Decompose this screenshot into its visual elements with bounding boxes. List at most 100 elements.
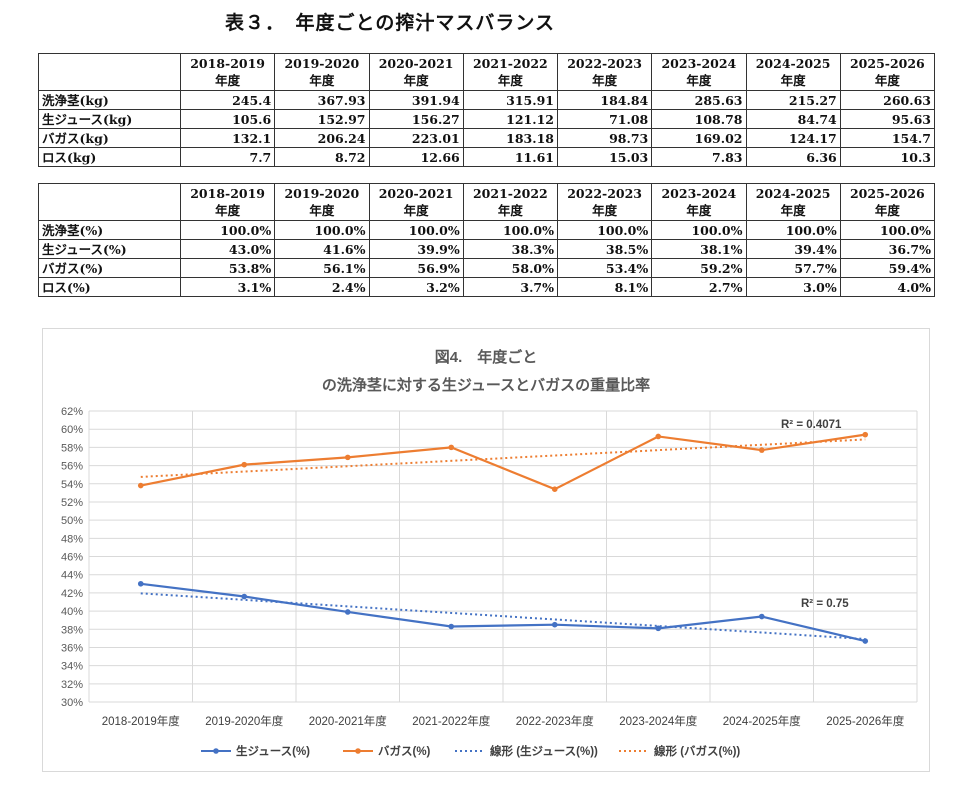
chart-title-line: 図4. 年度ごと xyxy=(435,348,538,366)
year-header: 2018-2019 年度 xyxy=(179,183,276,221)
year-header: 2024-2025 年度 xyxy=(745,183,841,221)
x-tick-label: 2018-2019年度 xyxy=(102,714,180,728)
value-cell: 124.17 xyxy=(745,128,841,148)
value-cell: 59.2% xyxy=(651,258,747,278)
y-tick-label: 42% xyxy=(61,588,83,600)
value-cell: 8.72 xyxy=(274,147,370,167)
y-tick-label: 56% xyxy=(61,461,83,473)
year-range: 2018-2019 xyxy=(190,56,266,71)
value-cell: 206.24 xyxy=(274,128,370,148)
year-range: 2020-2021 xyxy=(378,56,454,71)
table-row: バガス(kg) 132.1 206.24 223.01 183.18 98.73 169.0… xyxy=(38,128,936,148)
data-point xyxy=(758,447,765,453)
year-header: 2024-2025 年度 xyxy=(745,53,841,91)
year-suffix: 年度 xyxy=(309,203,335,218)
series-line-juice xyxy=(140,582,866,643)
year-range: 2024-2025 xyxy=(755,56,831,71)
value-cell: 38.3% xyxy=(462,239,559,259)
value-cell: 58.0% xyxy=(462,258,559,278)
y-tick-label: 54% xyxy=(61,479,83,491)
year-range: 2021-2022 xyxy=(472,186,548,201)
legend-label: バガス(%) xyxy=(378,744,431,758)
value-cell: 43.0% xyxy=(179,239,276,259)
year-suffix: 年度 xyxy=(686,73,712,88)
table-row: 洗浄茎(%) 100.0% 100.0% 100.0% 100.0% 100.0% 100.… xyxy=(38,220,936,240)
value-cell: 215.27 xyxy=(745,90,841,110)
year-suffix: 年度 xyxy=(497,203,523,218)
year-suffix: 年度 xyxy=(497,73,523,88)
year-suffix: 年度 xyxy=(592,73,618,88)
r-squared-label: R² = 0.75 xyxy=(801,598,849,610)
data-point xyxy=(137,482,144,489)
table-row: ロス(%) 3.1% 2.4% 3.2% 3.7% 8.1% 2.7% 3.0% 4.0% xyxy=(38,277,936,297)
y-tick-label: 44% xyxy=(61,570,83,582)
year-header: 2025-2026 年度 xyxy=(839,53,936,91)
year-range: 2019-2020 xyxy=(284,56,360,71)
row-label: 生ジュース(%) xyxy=(38,239,181,259)
year-suffix: 年度 xyxy=(780,73,806,88)
data-point xyxy=(344,454,351,461)
row-label: バガス(kg) xyxy=(38,128,181,148)
value-cell: 15.03 xyxy=(556,147,653,167)
table-row: 生ジュース(%) 43.0% 41.6% 39.9% 38.3% 38.5% 38.1% 39… xyxy=(38,239,936,259)
value-cell: 183.18 xyxy=(462,128,559,148)
value-cell: 3.2% xyxy=(368,277,464,297)
year-header: 2019-2020 年度 xyxy=(274,53,370,91)
value-cell: 100.0% xyxy=(839,220,936,240)
data-point xyxy=(551,621,558,628)
year-range: 2025-2026 xyxy=(849,56,925,71)
trendline-juice xyxy=(140,592,866,641)
value-cell: 100.0% xyxy=(651,220,747,240)
value-cell: 56.9% xyxy=(368,258,464,278)
year-range: 2022-2023 xyxy=(567,186,643,201)
year-header: 2022-2023 年度 xyxy=(556,183,653,221)
value-cell: 57.7% xyxy=(745,258,841,278)
y-tick-label: 50% xyxy=(61,515,83,527)
value-cell: 391.94 xyxy=(368,90,464,110)
value-cell: 315.91 xyxy=(462,90,559,110)
value-cell: 38.1% xyxy=(651,239,747,259)
y-tick-label: 32% xyxy=(61,679,83,691)
year-suffix: 年度 xyxy=(215,73,241,88)
row-label: ロス(%) xyxy=(38,277,181,297)
value-cell: 39.9% xyxy=(368,239,464,259)
value-cell: 3.1% xyxy=(179,277,276,297)
x-tick-label: 2022-2023年度 xyxy=(516,714,594,728)
legend-label: 生ジュース(%) xyxy=(236,744,310,758)
value-cell: 100.0% xyxy=(745,220,841,240)
value-cell: 8.1% xyxy=(556,277,653,297)
year-header: 2021-2022 年度 xyxy=(462,183,559,221)
table-row: バガス(%) 53.8% 56.1% 56.9% 58.0% 53.4% 59.2% 57.7… xyxy=(38,258,936,278)
year-range: 2025-2026 xyxy=(849,186,925,201)
table-title: 表３． 年度ごとの搾汁マスバランス xyxy=(225,12,555,34)
value-cell: 12.66 xyxy=(368,147,464,167)
year-suffix: 年度 xyxy=(215,203,241,218)
year-header: 2025-2026 年度 xyxy=(839,183,936,221)
value-cell: 260.63 xyxy=(839,90,936,110)
year-suffix: 年度 xyxy=(403,203,429,218)
table-row: ロス(kg) 7.7 8.72 12.66 11.61 15.03 7.83 6.36 10.3 xyxy=(38,147,936,167)
value-cell: 71.08 xyxy=(556,109,653,129)
data-point xyxy=(655,433,662,440)
value-cell: 100.0% xyxy=(179,220,276,240)
x-tick-label: 2019-2020年度 xyxy=(205,714,283,728)
data-point xyxy=(344,609,351,615)
value-cell: 36.7% xyxy=(839,239,936,259)
y-tick-label: 48% xyxy=(61,533,83,545)
y-tick-label: 34% xyxy=(61,661,83,673)
x-tick-label: 2024-2025年度 xyxy=(723,714,801,728)
data-point xyxy=(241,461,248,468)
year-range: 2021-2022 xyxy=(472,56,548,71)
year-range: 2022-2023 xyxy=(567,56,643,71)
value-cell: 84.74 xyxy=(745,109,841,129)
year-suffix: 年度 xyxy=(309,73,335,88)
row-label: 生ジュース(kg) xyxy=(38,109,181,129)
year-header: 2020-2021 年度 xyxy=(368,183,464,221)
y-tick-label: 30% xyxy=(61,697,83,709)
value-cell: 53.8% xyxy=(179,258,276,278)
corner-cell xyxy=(38,183,181,221)
data-point xyxy=(241,593,248,600)
year-header: 2023-2024 年度 xyxy=(651,53,747,91)
data-point xyxy=(448,623,455,630)
ratio-chart: 図4. 年度ごと の洗浄茎に対する生ジュースとバガスの重量比率 30% 32% 34% 3… xyxy=(42,328,930,772)
